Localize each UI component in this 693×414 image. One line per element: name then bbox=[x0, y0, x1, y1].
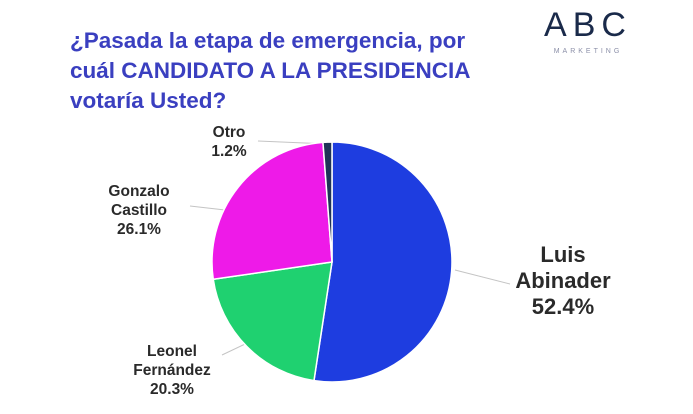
leader-line bbox=[189, 205, 226, 211]
abc-marketing-logo: ABC MARKETING bbox=[544, 6, 632, 55]
logo-subtitle: MARKETING bbox=[554, 48, 623, 55]
pie-slices bbox=[211, 141, 453, 383]
pie-slice-otro bbox=[322, 141, 333, 263]
pie-slice-leonel-fern-ndez bbox=[212, 261, 333, 382]
leader-line bbox=[454, 269, 511, 285]
slice-value-label: 1.2% bbox=[211, 143, 247, 160]
slice-labels: Luis Abinader 52.4% Leonel Fernández 20.3% Gon… bbox=[108, 124, 611, 398]
slice-name-label: Otro bbox=[213, 124, 246, 141]
slice-name-label: Luis bbox=[540, 242, 585, 267]
slice-name-label: Castillo bbox=[111, 202, 167, 219]
slice-name-label: Gonzalo bbox=[108, 183, 169, 200]
slice-value-label: 52.4% bbox=[532, 294, 594, 319]
slice-name-label: Leonel bbox=[147, 343, 197, 360]
chart-title: ¿Pasada la etapa de emergencia, por cuál… bbox=[70, 28, 470, 113]
slice-label: Luis Abinader 52.4% bbox=[515, 242, 611, 319]
slice-name-label: Abinader bbox=[515, 268, 611, 293]
slice-name-label: Fernández bbox=[133, 362, 211, 379]
slice-label: Leonel Fernández 20.3% bbox=[133, 343, 211, 398]
logo-letters: ABC bbox=[544, 6, 632, 44]
slice-value-label: 26.1% bbox=[117, 221, 161, 238]
slice-label: Otro 1.2% bbox=[211, 124, 247, 160]
slice-label: Gonzalo Castillo 26.1% bbox=[108, 183, 169, 238]
pie-slice-luis-abinader bbox=[313, 141, 453, 383]
pie-slice-gonzalo-castillo bbox=[211, 141, 333, 281]
slice-value-label: 20.3% bbox=[150, 381, 194, 398]
